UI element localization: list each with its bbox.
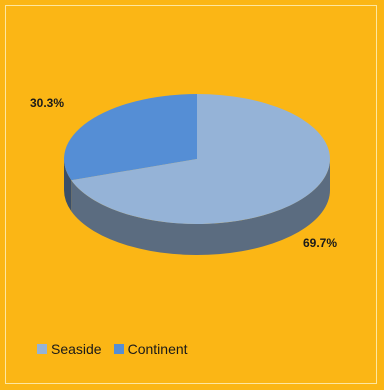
- legend-item-continent: Continent: [113, 341, 188, 357]
- pie-side-continent: [64, 159, 72, 212]
- pie-sides: [64, 159, 330, 255]
- legend-swatch-seaside: [37, 344, 47, 354]
- legend-label-continent: Continent: [127, 341, 188, 357]
- chart-border: [5, 5, 377, 384]
- pie-side-seaside: [71, 159, 330, 255]
- legend: Seaside Continent: [37, 341, 200, 357]
- legend-item-seaside: Seaside: [37, 341, 102, 357]
- pie-slice-seaside: [71, 94, 331, 224]
- legend-swatch-continent: [113, 344, 124, 354]
- data-label-continent: 30.3%: [30, 96, 64, 110]
- legend-label-seaside: Seaside: [51, 341, 102, 357]
- data-label-seaside: 69.7%: [303, 236, 337, 250]
- pie-slice-continent: [64, 94, 197, 181]
- pie-tops: [64, 94, 331, 224]
